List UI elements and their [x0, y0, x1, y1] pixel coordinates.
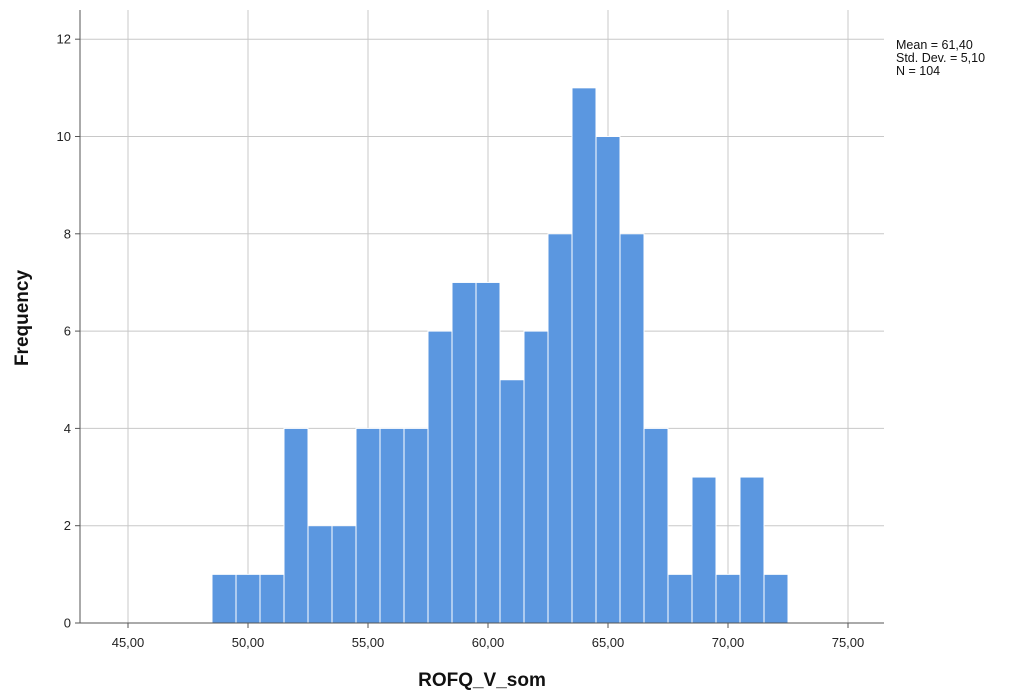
y-tick-label: 10	[57, 129, 71, 144]
histogram-bar	[379, 427, 405, 624]
y-tick-label: 6	[64, 324, 71, 339]
y-tick-label: 12	[57, 32, 71, 47]
histogram-bar	[259, 573, 285, 624]
x-tick-label: 70,00	[712, 635, 745, 650]
stats-box: Mean = 61,40 Std. Dev. = 5,10 N = 104	[896, 38, 985, 78]
histogram-bar	[691, 476, 717, 624]
histogram-bar	[427, 330, 453, 624]
histogram-bar	[643, 427, 669, 624]
y-axis-title: Frequency	[12, 270, 33, 367]
x-tick-label: 65,00	[592, 635, 625, 650]
x-tick-label: 60,00	[472, 635, 505, 650]
histogram-bar	[355, 427, 381, 624]
histogram-bar	[547, 233, 573, 624]
histogram-bar	[211, 573, 237, 624]
y-tick-label: 4	[64, 421, 71, 436]
histogram-bar	[499, 379, 525, 624]
histogram-bar	[283, 427, 309, 624]
histogram-bar	[619, 233, 645, 624]
histogram-bar	[571, 87, 597, 624]
histogram-bar	[667, 573, 693, 624]
histogram-bar	[475, 281, 501, 624]
stats-std-dev: Std. Dev. = 5,10	[896, 51, 985, 65]
histogram-bar	[235, 573, 261, 624]
axes	[79, 10, 884, 624]
histogram-bar	[403, 427, 429, 624]
histogram-bar	[451, 281, 477, 624]
stats-mean: Mean = 61,40	[896, 38, 973, 52]
histogram-bars	[211, 87, 789, 624]
histogram-bar	[739, 476, 765, 624]
histogram-bar	[763, 573, 789, 624]
y-axis-ticks: 0 2 4 6 8 10 12	[57, 32, 80, 631]
x-tick-label: 45,00	[112, 635, 145, 650]
x-tick-label: 55,00	[352, 635, 385, 650]
x-axis-ticks: 45,00 50,00 55,00 60,00 65,00 70,00 75,00	[112, 623, 865, 650]
stats-n: N = 104	[896, 64, 940, 78]
histogram-bar	[595, 135, 621, 624]
x-tick-label: 75,00	[832, 635, 865, 650]
y-tick-label: 2	[64, 518, 71, 533]
x-tick-label: 50,00	[232, 635, 265, 650]
grid-lines	[80, 10, 884, 623]
y-tick-label: 0	[64, 616, 71, 631]
histogram-bar	[715, 573, 741, 624]
x-axis-title: ROFQ_V_som	[418, 670, 546, 691]
histogram-bar	[331, 525, 357, 624]
y-tick-label: 8	[64, 226, 71, 241]
histogram-bar	[523, 330, 549, 624]
histogram-bar	[307, 525, 333, 624]
